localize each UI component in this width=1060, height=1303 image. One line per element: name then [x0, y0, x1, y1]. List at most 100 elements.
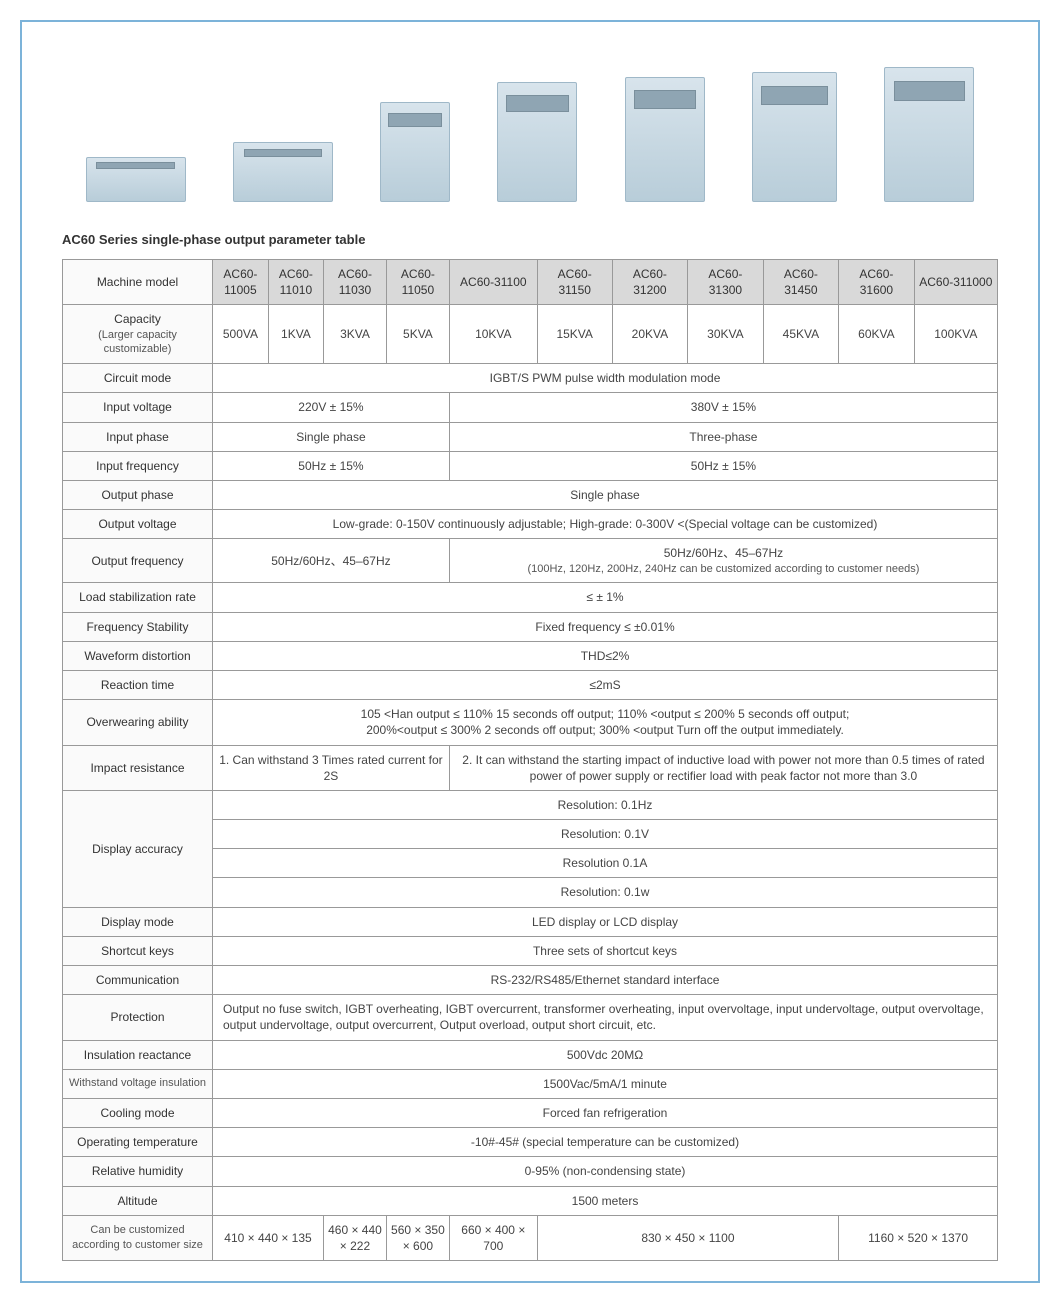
row-label: Cooling mode: [63, 1098, 213, 1127]
dimensions-row: Can be customized according to customer …: [63, 1215, 998, 1260]
row-label: Communication: [63, 966, 213, 995]
row-label: Relative humidity: [63, 1157, 213, 1186]
row-label: Impact resistance: [63, 745, 213, 790]
product-image: [86, 157, 186, 202]
table-row: Display mode LED display or LCD display: [63, 907, 998, 936]
row-value: Resolution: 0.1V: [213, 820, 998, 849]
row-label: Operating temperature: [63, 1128, 213, 1157]
model-col: AC60-11050: [386, 260, 449, 305]
product-image: [752, 72, 837, 202]
row-label: Overwearing ability: [63, 700, 213, 745]
row-label: Altitude: [63, 1186, 213, 1215]
freq-right-line2: (100Hz, 120Hz, 200Hz, 240Hz can be custo…: [454, 562, 993, 577]
table-row: Output frequency 50Hz/60Hz、45–67Hz 50Hz/…: [63, 539, 998, 583]
table-row: Input phase Single phase Three-phase: [63, 422, 998, 451]
capacity-cell: 500VA: [213, 305, 269, 364]
row-value: 105 <Han output ≤ 110% 15 seconds off ou…: [213, 700, 998, 745]
row-label: Input voltage: [63, 393, 213, 422]
table-row: Waveform distortion THD≤2%: [63, 641, 998, 670]
overwear-line1: 105 <Han output ≤ 110% 15 seconds off ou…: [217, 706, 993, 722]
row-label: Reaction time: [63, 670, 213, 699]
row-label: Withstand voltage insulation: [63, 1069, 213, 1098]
row-label: Shortcut keys: [63, 936, 213, 965]
capacity-cell: 5KVA: [386, 305, 449, 364]
capacity-cell: 60KVA: [839, 305, 915, 364]
header-row: Machine model AC60-11005 AC60-11010 AC60…: [63, 260, 998, 305]
row-value: 500Vdc 20MΩ: [213, 1040, 998, 1069]
table-row: Overwearing ability 105 <Han output ≤ 11…: [63, 700, 998, 745]
row-label: Output frequency: [63, 539, 213, 583]
table-row: Withstand voltage insulation 1500Vac/5mA…: [63, 1069, 998, 1098]
table-row: Display accuracy Resolution: 0.1Hz: [63, 790, 998, 819]
product-image: [233, 142, 333, 202]
row-value: RS-232/RS485/Ethernet standard interface: [213, 966, 998, 995]
model-col: AC60-31100: [449, 260, 537, 305]
freq-right-line1: 50Hz/60Hz、45–67Hz: [454, 545, 993, 561]
header-label: Machine model: [63, 260, 213, 305]
table-row: Frequency Stability Fixed frequency ≤ ±0…: [63, 612, 998, 641]
product-image: [497, 82, 577, 202]
row-label: Output phase: [63, 481, 213, 510]
row-label: Waveform distortion: [63, 641, 213, 670]
model-col: AC60-311000: [914, 260, 997, 305]
model-col: AC60-11010: [268, 260, 323, 305]
row-value: 2. It can withstand the starting impact …: [449, 745, 997, 790]
capacity-cell: 45KVA: [763, 305, 839, 364]
row-value: 50Hz ± 15%: [213, 451, 450, 480]
product-image: [884, 67, 974, 202]
row-value: Single phase: [213, 422, 450, 451]
table-row: Circuit mode IGBT/S PWM pulse width modu…: [63, 364, 998, 393]
table-row: Operating temperature -10#-45# (special …: [63, 1128, 998, 1157]
row-value: Forced fan refrigeration: [213, 1098, 998, 1127]
row-value: Single phase: [213, 481, 998, 510]
row-value: IGBT/S PWM pulse width modulation mode: [213, 364, 998, 393]
spec-table: Machine model AC60-11005 AC60-11010 AC60…: [62, 259, 998, 1261]
capacity-row: Capacity (Larger capacity customizable) …: [63, 305, 998, 364]
dim-cell: 830 × 450 × 1100: [537, 1215, 838, 1260]
row-value: Output no fuse switch, IGBT overheating,…: [213, 995, 998, 1040]
row-label: Display mode: [63, 907, 213, 936]
model-col: AC60-31600: [839, 260, 915, 305]
dim-cell: 560 × 350 × 600: [386, 1215, 449, 1260]
table-row: Communication RS-232/RS485/Ethernet stan…: [63, 966, 998, 995]
row-value: 50Hz ± 15%: [449, 451, 997, 480]
row-value: Resolution: 0.1Hz: [213, 790, 998, 819]
row-value: 1. Can withstand 3 Times rated current f…: [213, 745, 450, 790]
capacity-label: Capacity: [67, 311, 208, 327]
model-col: AC60-31150: [537, 260, 612, 305]
dim-cell: 660 × 400 × 700: [449, 1215, 537, 1260]
row-label: Insulation reactance: [63, 1040, 213, 1069]
row-value: 50Hz/60Hz、45–67Hz: [213, 539, 450, 583]
capacity-cell: 15KVA: [537, 305, 612, 364]
table-row: Protection Output no fuse switch, IGBT o…: [63, 995, 998, 1040]
table-row: Load stabilization rate ≤ ± 1%: [63, 583, 998, 612]
row-label: Can be customized according to customer …: [63, 1215, 213, 1260]
row-label: Capacity (Larger capacity customizable): [63, 305, 213, 364]
model-col: AC60-11005: [213, 260, 269, 305]
row-label: Input frequency: [63, 451, 213, 480]
row-label: Input phase: [63, 422, 213, 451]
product-image: [380, 102, 450, 202]
row-value: 0-95% (non-condensing state): [213, 1157, 998, 1186]
row-label: Output voltage: [63, 510, 213, 539]
table-row: Insulation reactance 500Vdc 20MΩ: [63, 1040, 998, 1069]
row-value: Three-phase: [449, 422, 997, 451]
dim-cell: 410 × 440 × 135: [213, 1215, 324, 1260]
table-row: Reaction time ≤2mS: [63, 670, 998, 699]
table-title: AC60 Series single-phase output paramete…: [62, 232, 998, 247]
table-row: Input voltage 220V ± 15% 380V ± 15%: [63, 393, 998, 422]
product-image: [625, 77, 705, 202]
row-value: Three sets of shortcut keys: [213, 936, 998, 965]
product-image-row: [62, 52, 998, 202]
content-frame: AC60 Series single-phase output paramete…: [20, 20, 1040, 1283]
row-label: Circuit mode: [63, 364, 213, 393]
row-value: 380V ± 15%: [449, 393, 997, 422]
table-row: Output voltage Low-grade: 0-150V continu…: [63, 510, 998, 539]
row-label: Frequency Stability: [63, 612, 213, 641]
capacity-cell: 30KVA: [688, 305, 764, 364]
row-value: Resolution 0.1A: [213, 849, 998, 878]
row-value: ≤ ± 1%: [213, 583, 998, 612]
table-row: Output phase Single phase: [63, 481, 998, 510]
dim-cell: 1160 × 520 × 1370: [839, 1215, 998, 1260]
row-value: 220V ± 15%: [213, 393, 450, 422]
